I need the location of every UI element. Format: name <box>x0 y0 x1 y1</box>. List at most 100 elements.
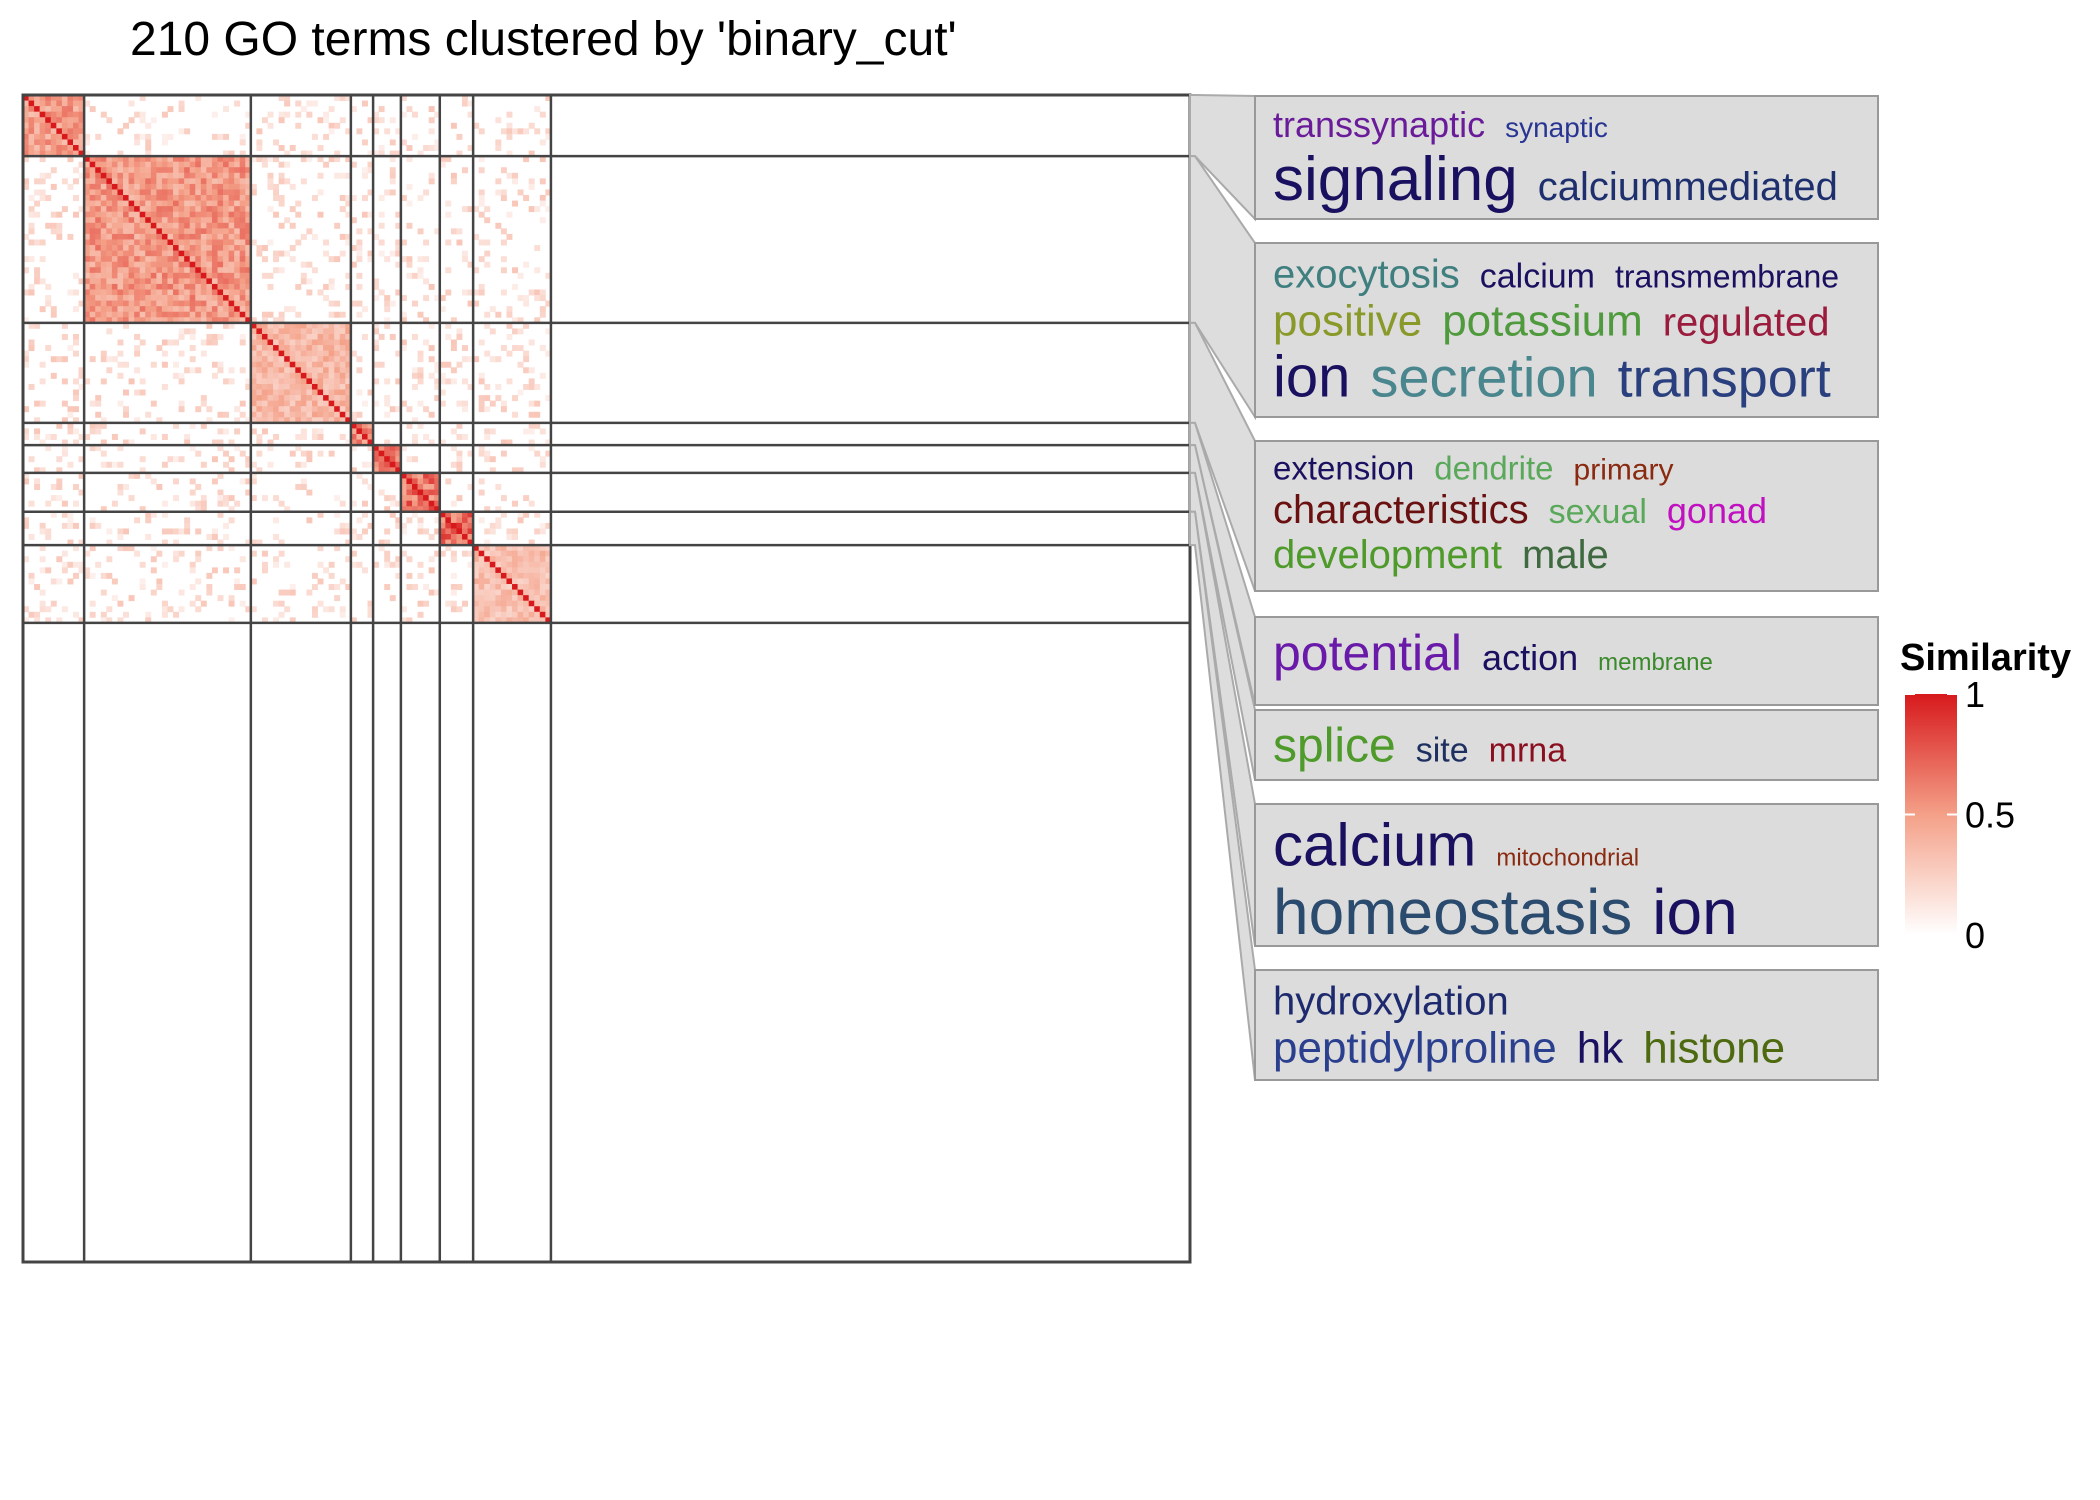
heatmap-cell <box>217 189 224 196</box>
word-cloud-word: positive <box>1273 297 1422 346</box>
heatmap-cell <box>173 189 179 196</box>
heatmap-cell <box>534 584 541 590</box>
heatmap-cell <box>167 339 174 346</box>
heatmap-cell <box>400 472 407 479</box>
heatmap-cell <box>234 267 241 274</box>
heatmap-cell <box>400 345 407 352</box>
heatmap-cell <box>228 183 235 190</box>
heatmap-cell <box>311 133 318 140</box>
heatmap-cell <box>84 228 91 235</box>
heatmap-cell <box>412 439 418 446</box>
heatmap-cell <box>417 528 424 535</box>
heatmap-cell <box>150 272 157 279</box>
heatmap-cell <box>195 189 202 196</box>
heatmap-cell <box>467 539 474 546</box>
heatmap-cell <box>506 322 513 329</box>
heatmap-cell <box>489 456 496 463</box>
heatmap-cell <box>161 111 168 118</box>
heatmap-cell <box>161 500 168 507</box>
heatmap-cell <box>400 195 407 201</box>
heatmap-cell <box>334 545 341 552</box>
heatmap-cell <box>184 206 191 213</box>
heatmap-cell <box>61 95 68 101</box>
heatmap-cell <box>534 245 541 251</box>
heatmap-cell <box>445 478 452 485</box>
heatmap-cell <box>384 411 391 418</box>
heatmap-cell <box>61 106 68 113</box>
heatmap-cell <box>128 217 135 224</box>
heatmap-cell <box>478 478 485 485</box>
heatmap-cell <box>384 556 391 563</box>
heatmap-cell <box>195 278 202 285</box>
heatmap-cell <box>56 484 63 490</box>
heatmap-cell <box>311 372 318 379</box>
heatmap-cell <box>250 539 257 546</box>
heatmap-cell <box>117 300 124 307</box>
heatmap-cell <box>139 272 146 279</box>
heatmap-cell <box>45 95 52 101</box>
heatmap-cell <box>195 450 202 457</box>
heatmap-cell <box>89 228 96 235</box>
heatmap-cell <box>456 450 463 457</box>
heatmap-cell <box>39 111 46 118</box>
heatmap-cell <box>245 306 252 313</box>
heatmap-cell <box>95 256 102 263</box>
heatmap-cell <box>211 295 218 302</box>
heatmap-cell <box>445 200 452 207</box>
heatmap-cell <box>161 539 168 546</box>
heatmap-cell <box>156 211 163 218</box>
heatmap-cell <box>384 450 391 457</box>
heatmap-cell <box>84 172 91 179</box>
heatmap-cell <box>173 261 179 268</box>
heatmap-cell <box>495 139 502 146</box>
heatmap-cell <box>89 356 96 363</box>
heatmap-cell <box>473 206 480 213</box>
heatmap-cell <box>389 461 396 468</box>
heatmap-cell <box>289 367 296 374</box>
heatmap-cell <box>134 333 141 340</box>
heatmap-cell <box>184 289 191 296</box>
heatmap-cell <box>100 289 107 296</box>
heatmap-cell <box>284 178 291 185</box>
heatmap-cell <box>361 528 368 535</box>
heatmap-cell <box>39 100 46 107</box>
heatmap-cell <box>328 339 335 346</box>
heatmap-cell <box>306 328 313 335</box>
heatmap-cell <box>528 617 535 624</box>
heatmap-cell <box>328 417 335 424</box>
heatmap-cell <box>178 289 185 296</box>
heatmap-cell <box>50 183 57 190</box>
heatmap-cell <box>439 550 446 557</box>
heatmap-cell <box>239 178 246 185</box>
heatmap-cell <box>161 511 168 518</box>
heatmap-cell <box>406 478 413 485</box>
heatmap-cell <box>278 172 285 179</box>
word-cloud-box <box>1254 95 1879 220</box>
heatmap-cell <box>345 172 352 179</box>
heatmap-cell <box>406 517 413 524</box>
heatmap-cell <box>200 156 207 163</box>
heatmap-cell <box>289 589 296 596</box>
word-cloud-box <box>1254 242 1879 418</box>
heatmap-cell <box>539 156 546 163</box>
heatmap-cell <box>234 406 241 413</box>
heatmap-cell <box>139 261 146 268</box>
heatmap-cell <box>106 356 113 363</box>
heatmap-cell <box>100 356 107 363</box>
heatmap-cell <box>295 283 302 290</box>
heatmap-cell <box>134 217 141 224</box>
heatmap-cell <box>228 245 235 251</box>
heatmap-cell <box>434 495 441 502</box>
heatmap-cell <box>223 200 230 207</box>
heatmap-cell <box>95 239 102 246</box>
heatmap-cell <box>450 122 457 129</box>
heatmap-cell <box>39 467 46 474</box>
heatmap-cell <box>295 395 302 402</box>
heatmap-cell <box>89 161 96 168</box>
heatmap-cell <box>111 200 118 207</box>
heatmap-cell <box>23 156 29 163</box>
heatmap-cell <box>506 111 513 118</box>
heatmap-cell <box>34 111 41 118</box>
heatmap-cell <box>378 106 385 113</box>
heatmap-cell <box>528 206 535 213</box>
